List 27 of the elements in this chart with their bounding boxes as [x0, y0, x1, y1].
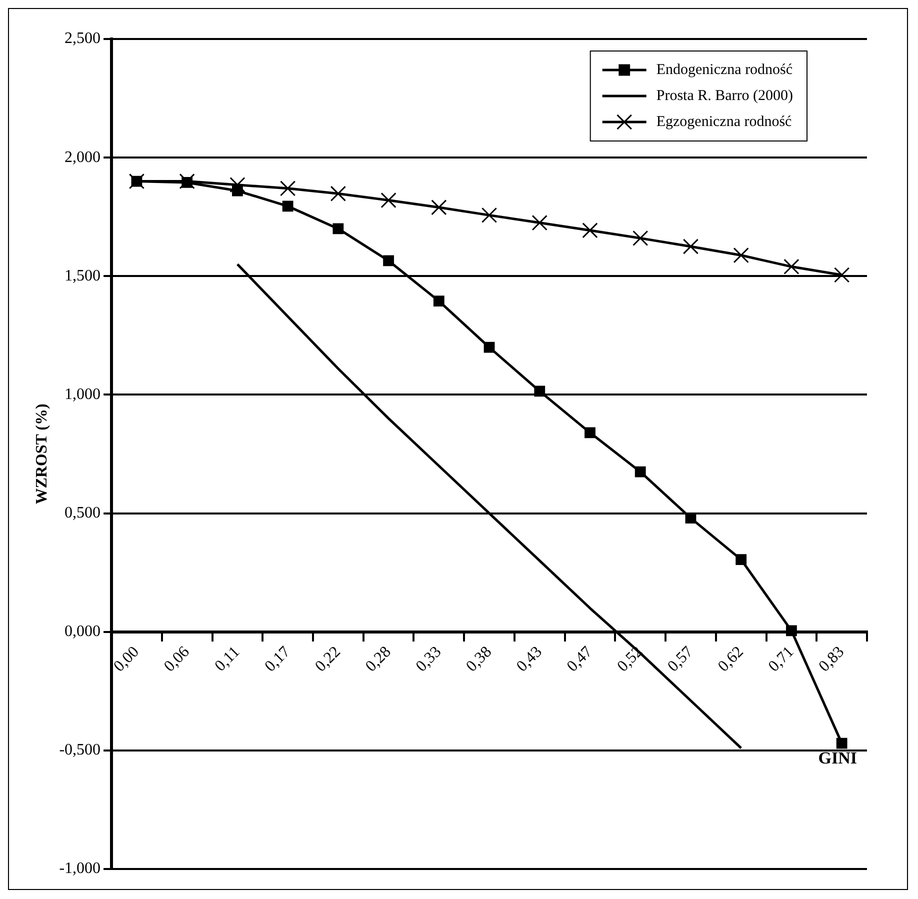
- y-tick-label: 2,000: [64, 148, 101, 166]
- y-tick-label: 2,500: [64, 30, 101, 48]
- y-tick-label: 1,000: [64, 386, 101, 403]
- y-tick-label: -1,000: [59, 860, 101, 878]
- x-tick-label: 0,11: [212, 643, 244, 675]
- x-axis-title: GINI: [818, 748, 858, 768]
- y-tick-label: 0,000: [64, 623, 101, 640]
- x-tick-label: 0,22: [312, 643, 344, 676]
- y-tick-label: 0,500: [64, 504, 101, 522]
- x-tick-label: 0,47: [564, 643, 596, 676]
- x-tick-label: 0,06: [161, 643, 193, 676]
- x-tick-label: 0,38: [463, 643, 496, 676]
- x-tick-label: 0,83: [816, 643, 848, 676]
- y-axis-title: WZROST (%): [34, 404, 51, 504]
- x-tick-label: 0,62: [715, 643, 747, 676]
- x-tick-label: 0,28: [362, 643, 394, 676]
- x-tick-label: 0,71: [765, 643, 798, 676]
- legend-label: Endogeniczna rodność: [656, 62, 793, 78]
- x-tick-label: 0,33: [412, 643, 445, 676]
- legend-label: Egzogeniczna rodność: [656, 114, 792, 130]
- x-tick-label: 0,43: [514, 643, 546, 676]
- legend-label: Prosta R. Barro (2000): [656, 88, 794, 104]
- x-tick-label: 0,00: [110, 643, 143, 676]
- x-tick-label: 0,57: [664, 643, 697, 676]
- x-tick-label: 0,17: [262, 643, 294, 676]
- y-tick-label: -0,500: [59, 742, 101, 759]
- y-tick-label: 1,500: [64, 267, 101, 284]
